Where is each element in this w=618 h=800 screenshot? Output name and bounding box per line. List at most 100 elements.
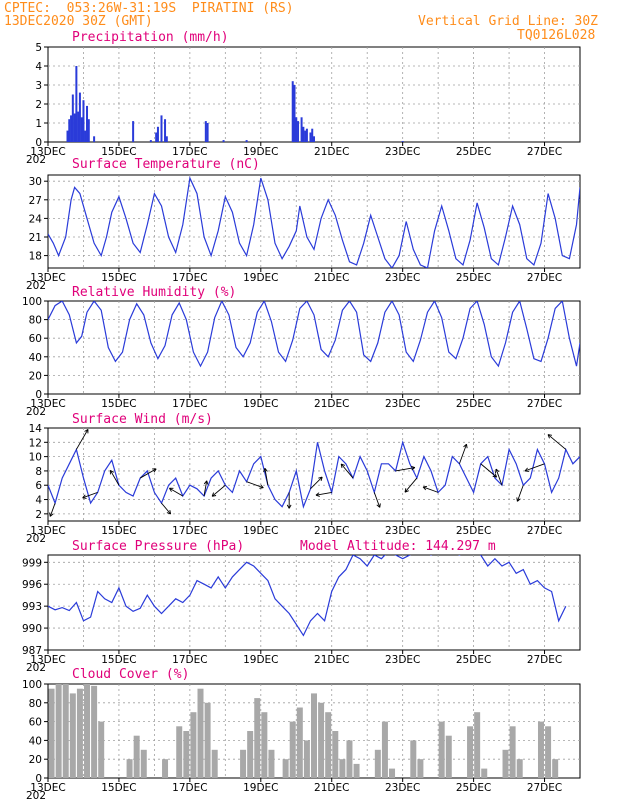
bar: [474, 712, 481, 778]
bar: [155, 132, 158, 142]
bar: [311, 128, 314, 142]
x-year-label: 202: [26, 406, 46, 418]
bar: [126, 759, 133, 778]
y-tick-label: 4: [35, 495, 42, 507]
wind-arrow: [395, 467, 415, 472]
y-tick-label: 3: [35, 80, 42, 92]
series-line: [48, 555, 567, 637]
wind-arrow-head: [379, 503, 381, 508]
x-tick-label: 23DEC: [385, 272, 420, 284]
wind-arrow-head: [494, 473, 498, 478]
wind-arrow-head: [516, 497, 518, 502]
wind-arrow-head: [315, 494, 320, 497]
x-tick-label: 13DEC: [30, 398, 65, 410]
chart-title: Precipitation (mm/h): [72, 30, 229, 45]
wind-arrow-head: [320, 476, 323, 482]
y-tick-label: 987: [22, 645, 42, 657]
bar: [76, 688, 83, 778]
y-tick-label: 100: [22, 679, 42, 691]
wind-arrow-head: [517, 498, 521, 502]
wind-arrow: [547, 434, 567, 450]
y-tick-label: 20: [29, 754, 42, 766]
y-tick-label: 80: [29, 315, 42, 327]
x-tick-label: 25DEC: [456, 782, 491, 794]
chart-title: Surface Wind (m/s): [72, 412, 213, 427]
bar: [296, 707, 303, 778]
y-tick-label: 27: [29, 195, 42, 207]
bar: [156, 126, 159, 142]
plot-frame: [47, 174, 581, 269]
y-tick-label: 60: [29, 717, 42, 729]
x-tick-label: 15DEC: [101, 525, 136, 537]
y-tick-label: 12: [29, 437, 42, 449]
wind-arrow-head: [211, 492, 215, 497]
bar: [197, 688, 204, 778]
wind-arrow-head: [84, 428, 89, 432]
bar: [66, 130, 69, 142]
wind-arrow-head: [340, 463, 343, 468]
bar: [245, 140, 248, 142]
bar: [293, 85, 296, 142]
x-tick-label: 23DEC: [385, 146, 420, 158]
x-tick-label: 21DEC: [314, 146, 349, 158]
chart-title: Surface Temperature (nC): [72, 157, 260, 172]
bar: [84, 130, 87, 142]
wind-arrow: [161, 502, 171, 515]
x-tick-label: 19DEC: [243, 146, 278, 158]
x-tick-label: 17DEC: [172, 654, 207, 666]
bar: [48, 688, 55, 778]
y-tick-label: 80: [29, 698, 42, 710]
bar: [295, 117, 298, 142]
x-tick-label: 13DEC: [30, 146, 65, 158]
x-tick-label: 23DEC: [385, 398, 420, 410]
y-tick-label: 4: [35, 61, 42, 73]
y-tick-label: 0: [35, 773, 42, 785]
bar: [164, 119, 167, 142]
wind-arrow-head: [286, 504, 290, 509]
bar: [410, 740, 417, 778]
header-grid-line: Vertical Grid Line: 30Z: [418, 14, 599, 29]
bar: [289, 721, 296, 778]
wind-arrow: [264, 468, 269, 486]
bar: [353, 763, 360, 778]
wind-arrow: [246, 481, 264, 489]
bar: [467, 726, 474, 778]
bar: [339, 759, 346, 778]
bar: [374, 749, 381, 778]
series-line: [48, 301, 580, 368]
wind-arrow-head: [212, 495, 217, 497]
bar: [98, 721, 105, 778]
bar: [70, 115, 73, 142]
wind-arrow: [495, 468, 503, 486]
bar: [389, 768, 396, 778]
chart-title: Surface Pressure (hPa): [72, 539, 244, 554]
bar: [545, 726, 552, 778]
series-line: [48, 440, 580, 509]
bar: [176, 726, 183, 778]
chart-panel-cloud: 0 20 40 60 80 100 13DEC 15DEC 17DEC 19DEC 21DEC 23D…: [22, 667, 581, 800]
wind-arrow-head: [82, 494, 86, 499]
wind-arrow-head: [495, 469, 497, 474]
bar: [222, 140, 225, 142]
x-tick-label: 17DEC: [172, 525, 207, 537]
y-tick-label: 2: [35, 99, 42, 111]
wind-arrow: [404, 477, 418, 493]
wind-arrow-head: [404, 490, 409, 493]
x-tick-label: 27DEC: [527, 146, 562, 158]
wind-arrow-head: [404, 488, 407, 493]
x-tick-label: 21DEC: [314, 525, 349, 537]
x-tick-label: 19DEC: [243, 272, 278, 284]
bar: [302, 126, 305, 142]
y-tick-label: 6: [35, 480, 42, 492]
bar: [282, 759, 289, 778]
wind-arrow: [109, 470, 120, 486]
wind-arrow-head: [169, 488, 172, 492]
wind-arrow-head: [495, 468, 500, 473]
y-tick-label: 21: [29, 232, 42, 244]
bar: [509, 726, 516, 778]
wind-arrow-head: [463, 443, 467, 448]
x-tick-label: 27DEC: [527, 782, 562, 794]
series-line: [48, 176, 580, 268]
bar: [211, 749, 218, 778]
wind-arrow-head: [422, 486, 427, 491]
